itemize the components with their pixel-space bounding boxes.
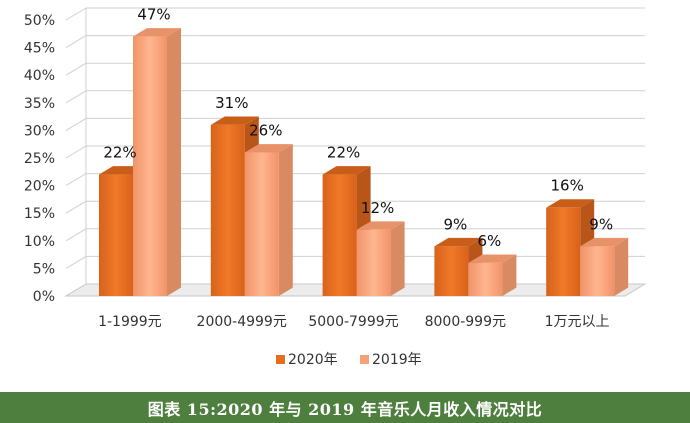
bar-top (133, 28, 181, 37)
bar-top (546, 199, 595, 208)
bar-side (278, 144, 293, 296)
bar-value-label: 12% (361, 199, 394, 217)
gridline-side (65, 117, 87, 131)
x-tick-label: 5000-7999元 (308, 314, 398, 330)
bar-top (468, 254, 517, 263)
bar-front (580, 246, 615, 296)
y-tick-label: 5% (33, 261, 55, 277)
gridline-side (65, 35, 87, 49)
gridline-side (65, 200, 87, 214)
bar (356, 221, 405, 296)
bar-top (210, 116, 259, 125)
bar (244, 144, 293, 296)
y-tick-label: 30% (24, 123, 55, 139)
legend-swatch (360, 355, 369, 364)
legend-swatch (276, 355, 285, 364)
y-tick-label: 20% (24, 179, 55, 195)
bar-top (244, 144, 293, 153)
bar-value-label: 6% (478, 232, 502, 250)
bar-front (322, 174, 357, 296)
bar-value-label: 9% (589, 215, 613, 233)
bar-front (468, 262, 503, 296)
bar-side (614, 237, 629, 296)
bar-value-label: 16% (551, 177, 584, 195)
bar-value-label: 22% (327, 144, 360, 162)
bar (580, 237, 629, 296)
y-tick-label: 10% (24, 234, 55, 250)
legend: 2020年 2019年 (276, 352, 422, 368)
gridline-side (65, 62, 87, 76)
bars-layer (99, 28, 629, 297)
gridline-side (65, 90, 87, 104)
x-tick-label: 8000-999元 (425, 314, 506, 330)
gridline-side (65, 255, 87, 269)
legend-label: 2020年 (288, 352, 338, 368)
gridline-side (65, 145, 87, 159)
x-tick-label: 1-1999元 (98, 314, 162, 330)
bar-side (167, 28, 181, 296)
bar-side (390, 221, 405, 296)
gridline-side (65, 228, 87, 242)
bar-value-label: 9% (444, 215, 468, 233)
bar-front (133, 36, 167, 297)
bar-front (99, 174, 133, 296)
bar (133, 28, 181, 297)
legend-label: 2019年 (372, 352, 422, 368)
bar-top (580, 237, 629, 247)
y-tick-label: 45% (24, 41, 55, 57)
bar-value-label: 47% (137, 6, 170, 24)
bar-front (546, 207, 581, 296)
gridline-side (65, 7, 87, 21)
bar-value-label: 31% (215, 94, 248, 112)
bar-side (502, 254, 517, 296)
bar-top (356, 221, 405, 230)
bar-front (244, 152, 279, 296)
y-tick-label: 25% (24, 151, 55, 167)
bar-value-label: 22% (103, 144, 136, 162)
bar (468, 254, 517, 296)
bar-chart: 0% 5% 10% 15% 20% 25% 30% 35% 40% 45% 50% 22% 47% 1-1… (24, 6, 647, 368)
y-tick-label: 0% (33, 289, 55, 305)
bar-top (434, 237, 483, 247)
bar-front (356, 229, 391, 296)
bar-front (210, 124, 245, 296)
bar-value-label: 26% (249, 121, 282, 139)
x-tick-label: 2000-4999元 (197, 314, 287, 330)
labels-layer: 0% 5% 10% 15% 20% 25% 30% 35% 40% 45% 50% 22% 47% 1-1… (24, 6, 613, 330)
y-tick-label: 50% (24, 13, 55, 29)
figure-caption: 图表 15:2020 年与 2019 年音乐人月收入情况对比 (0, 392, 690, 423)
x-tick-label: 1万元以上 (545, 314, 610, 330)
bar-front (434, 246, 469, 296)
bar (322, 166, 371, 296)
gridline-side (65, 173, 87, 187)
y-tick-label: 15% (24, 206, 55, 222)
y-tick-label: 40% (24, 68, 55, 84)
y-tick-label: 35% (24, 96, 55, 112)
bar-top (322, 166, 371, 175)
